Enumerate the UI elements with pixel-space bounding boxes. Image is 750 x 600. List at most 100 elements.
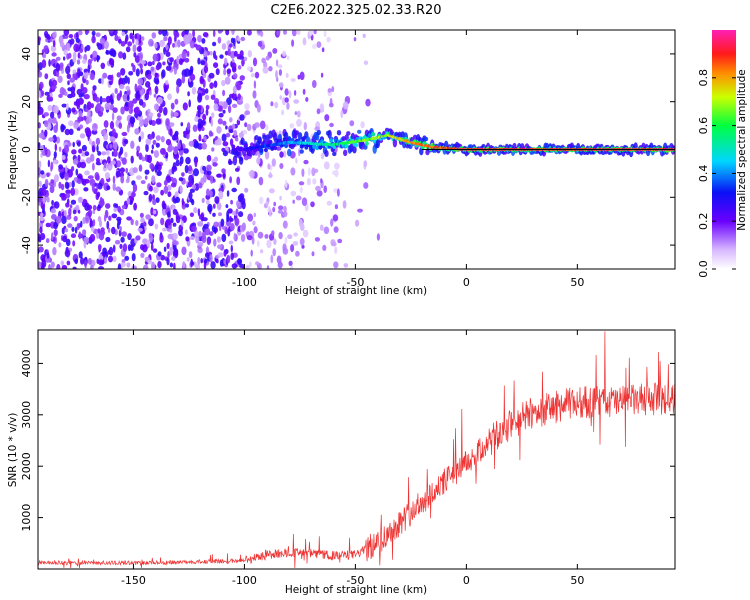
noise-cell — [148, 193, 153, 202]
noise-cell — [148, 218, 154, 227]
noise-cell — [296, 110, 301, 118]
noise-cell — [93, 57, 97, 62]
noise-cell — [68, 120, 74, 127]
noise-cell — [148, 112, 154, 117]
noise-cell — [118, 229, 122, 237]
noise-cell — [237, 93, 241, 100]
noise-cell — [209, 253, 213, 263]
noise-cell — [321, 47, 325, 53]
noise-cell — [160, 136, 165, 143]
noise-cell — [70, 38, 75, 45]
noise-cell — [51, 117, 57, 124]
noise-cell — [157, 251, 162, 257]
noise-cell — [119, 226, 122, 232]
noise-cell — [135, 220, 139, 226]
noise-cell — [122, 243, 128, 252]
noise-cell — [163, 46, 166, 55]
noise-cell — [112, 255, 117, 263]
noise-cell — [279, 95, 283, 100]
noise-cell — [73, 43, 80, 53]
noise-cell — [48, 59, 51, 67]
signal-halo-cell — [346, 131, 351, 136]
signal-halo-cell — [344, 134, 349, 141]
noise-cell — [189, 65, 194, 73]
noise-cell — [147, 61, 153, 67]
noise-cell — [44, 91, 50, 96]
noise-cell — [95, 174, 100, 181]
noise-cell — [265, 55, 270, 61]
noise-cell — [255, 261, 260, 266]
noise-cell — [291, 39, 295, 47]
noise-cell — [76, 223, 80, 230]
noise-cell — [140, 180, 146, 185]
noise-cell — [55, 136, 61, 144]
noise-cell — [181, 75, 186, 84]
noise-cell — [66, 103, 69, 111]
noise-cell — [54, 174, 59, 183]
noise-cell — [281, 109, 285, 116]
noise-cell — [250, 249, 253, 257]
noise-cell — [48, 137, 54, 142]
noise-cell — [193, 168, 199, 177]
noise-cell — [98, 78, 103, 84]
noise-cell — [79, 124, 84, 129]
noise-cell — [135, 39, 139, 46]
noise-cell — [201, 197, 205, 204]
signal-halo-cell — [279, 151, 284, 158]
noise-cell — [172, 208, 178, 215]
noise-cell — [253, 226, 258, 234]
signal-mid-cell — [329, 138, 334, 143]
noise-cell — [130, 155, 134, 164]
noise-cell — [44, 129, 48, 137]
noise-cell — [229, 43, 233, 48]
noise-cell — [151, 32, 157, 39]
noise-cell — [84, 127, 91, 135]
noise-cell — [120, 236, 125, 243]
noise-cell — [193, 207, 198, 214]
noise-cell — [100, 62, 106, 69]
noise-cell — [69, 77, 75, 83]
noise-cell — [216, 236, 221, 243]
noise-cell — [112, 244, 116, 253]
noise-cell — [100, 129, 107, 136]
noise-cell — [95, 32, 101, 37]
noise-cell — [170, 110, 173, 119]
noise-cell — [181, 246, 187, 256]
noise-cell — [290, 167, 296, 176]
noise-cell — [104, 256, 108, 264]
noise-cell — [167, 211, 171, 218]
noise-cell — [232, 73, 238, 79]
noise-cell — [149, 162, 154, 170]
noise-cell — [198, 230, 202, 238]
noise-cell — [140, 60, 146, 65]
noise-cell — [174, 130, 179, 137]
noise-cell — [153, 150, 159, 158]
noise-cell — [214, 98, 220, 105]
noise-cell — [268, 208, 272, 217]
noise-cell — [58, 181, 62, 189]
noise-cell — [130, 218, 134, 226]
noise-cell — [316, 190, 323, 197]
noise-cell — [253, 80, 257, 89]
noise-cell — [224, 57, 228, 66]
noise-cell — [165, 151, 169, 159]
noise-cell — [195, 235, 200, 244]
noise-cell — [165, 51, 171, 57]
noise-cell — [242, 129, 248, 135]
noise-cell — [101, 98, 107, 103]
noise-cell — [152, 198, 157, 206]
noise-cell — [200, 60, 206, 66]
noise-cell — [108, 215, 112, 221]
noise-cell — [78, 231, 82, 240]
noise-cell — [75, 37, 80, 44]
noise-cell — [185, 236, 190, 242]
colorbar-tick-label: 0.6 — [697, 117, 710, 135]
noise-cell — [82, 229, 87, 236]
noise-cell — [97, 182, 103, 190]
noise-cell — [225, 204, 229, 209]
noise-cell — [277, 64, 283, 69]
signal-mid-cell — [318, 145, 323, 150]
noise-cell — [195, 44, 202, 51]
noise-cell — [221, 147, 226, 152]
noise-cell — [50, 179, 54, 184]
